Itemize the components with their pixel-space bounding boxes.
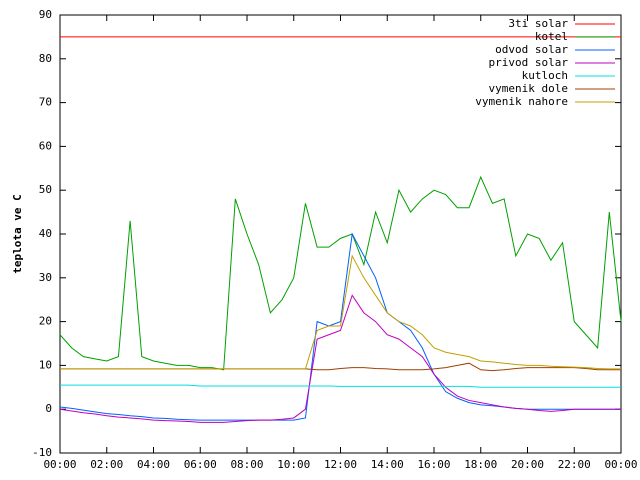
y-tick-label: 20 — [39, 315, 52, 328]
y-axis-label: teplota ve C — [11, 194, 24, 273]
y-tick-label: 70 — [39, 96, 52, 109]
series-line — [60, 254, 621, 370]
series-line — [59, 294, 621, 423]
x-tick-label: 22:00 — [558, 458, 591, 471]
x-tick-label: 00:00 — [43, 458, 76, 471]
series-line — [59, 175, 622, 371]
legend-label: kutloch — [522, 69, 568, 82]
x-tick-label: 02:00 — [90, 458, 123, 471]
x-tick-label: 08:00 — [230, 458, 263, 471]
y-tick-label: 10 — [39, 358, 52, 371]
legend-label: privod solar — [489, 56, 569, 69]
x-tick-label: 10:00 — [277, 458, 310, 471]
x-tick-label: 14:00 — [371, 458, 404, 471]
x-tick-label: 20:00 — [511, 458, 544, 471]
x-tick-label: 00:00 — [604, 458, 637, 471]
series-line — [60, 384, 621, 388]
y-tick-label: 40 — [39, 227, 52, 240]
series-line — [59, 232, 621, 421]
x-tick-label: 06:00 — [184, 458, 217, 471]
x-tick-label: 16:00 — [417, 458, 450, 471]
legend-label: 3ti solar — [508, 17, 568, 30]
x-tick-label: 12:00 — [324, 458, 357, 471]
y-tick-label: -10 — [32, 446, 52, 459]
legend-label: vymenik nahore — [475, 95, 568, 108]
x-tick-label: 04:00 — [137, 458, 170, 471]
legend-label: odvod solar — [495, 43, 568, 56]
y-tick-label: 50 — [39, 183, 52, 196]
legend-label: vymenik dole — [489, 82, 568, 95]
series-line — [60, 362, 621, 372]
y-tick-label: 60 — [39, 139, 52, 152]
y-tick-label: 80 — [39, 52, 52, 65]
y-tick-label: 0 — [45, 402, 52, 415]
x-tick-label: 18:00 — [464, 458, 497, 471]
y-tick-label: 90 — [39, 8, 52, 21]
legend-label: kotel — [535, 30, 568, 43]
y-tick-label: 30 — [39, 271, 52, 284]
